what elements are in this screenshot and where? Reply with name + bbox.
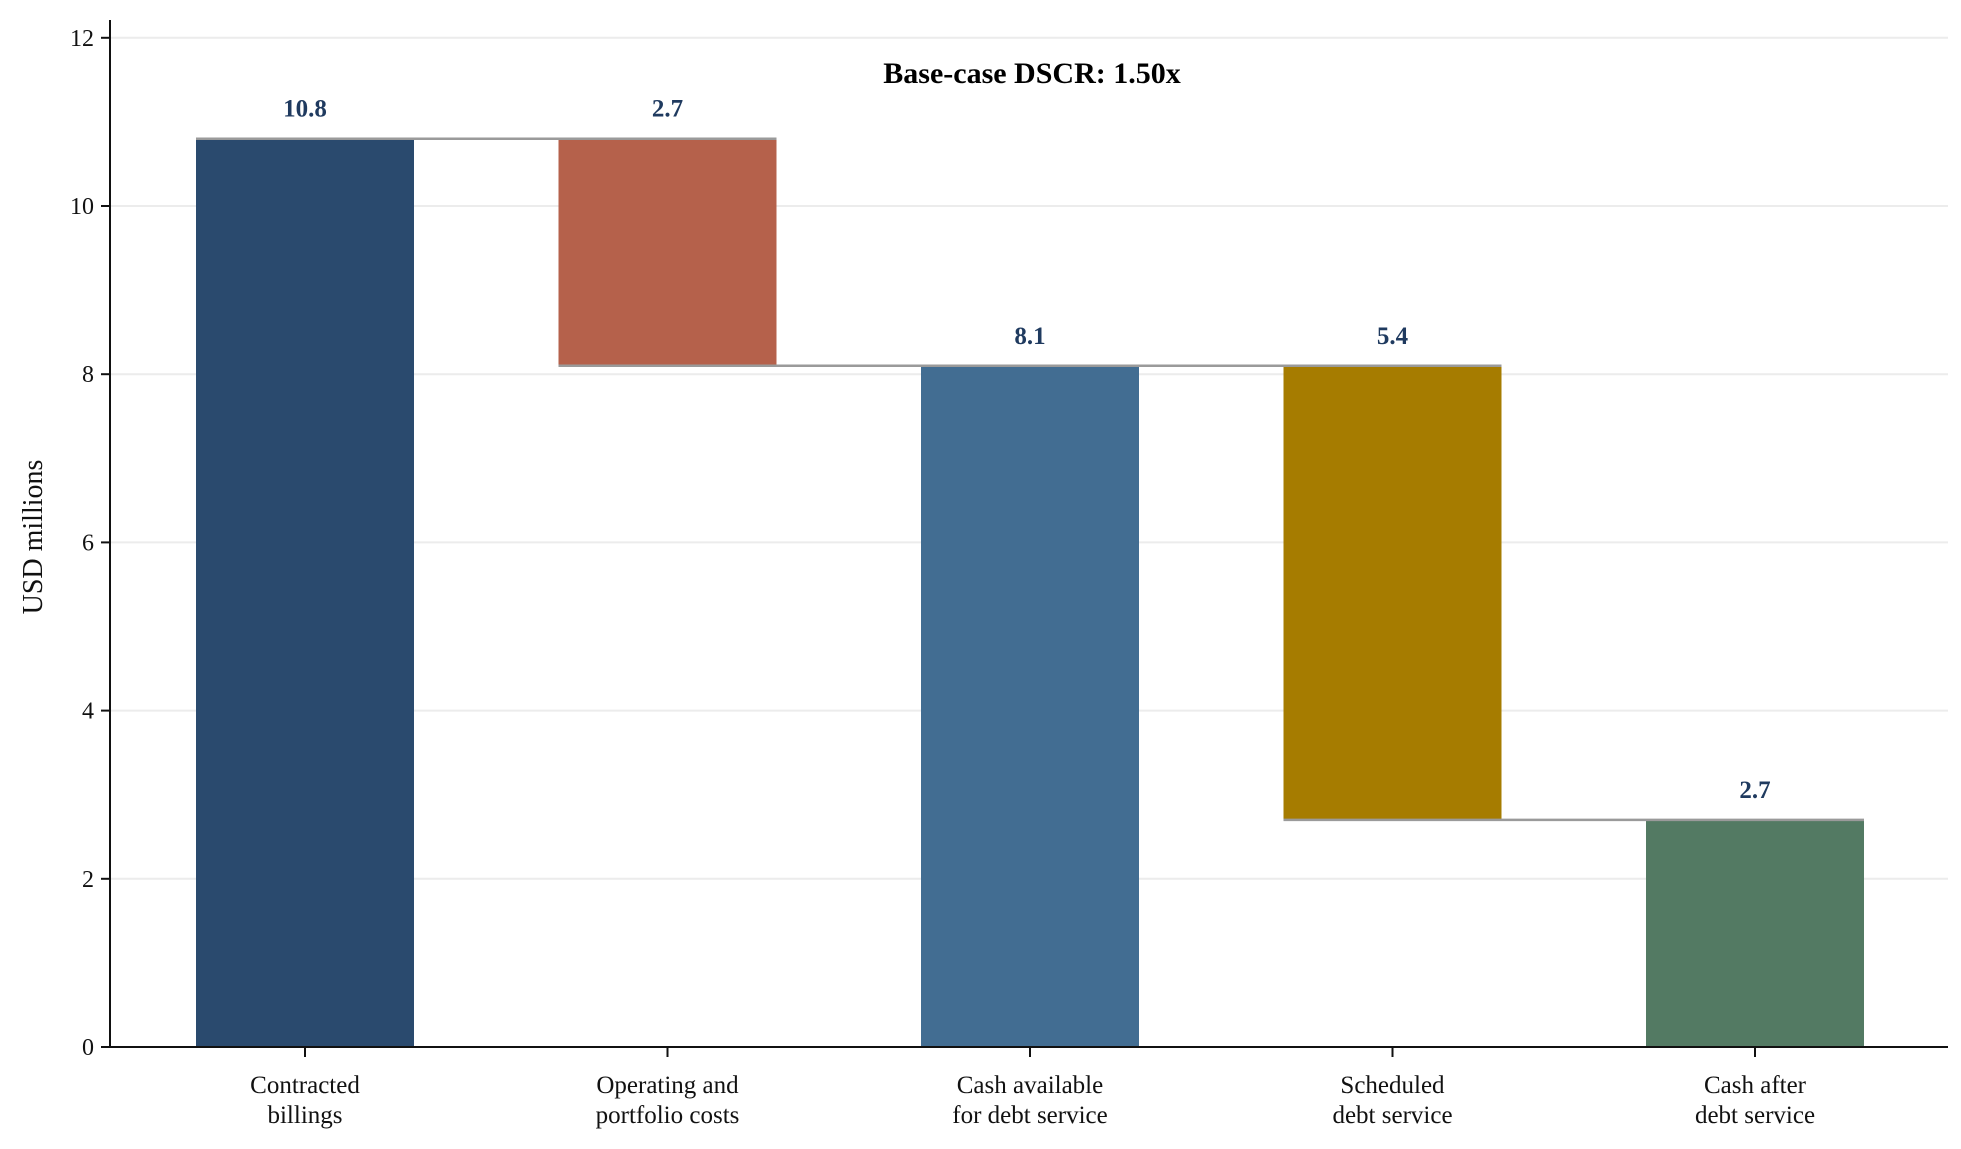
x-tick-label: Scheduled debt service bbox=[1332, 1072, 1452, 1129]
x-tick-label-line: Cash after bbox=[1704, 1072, 1807, 1099]
connector-lines bbox=[196, 137, 1864, 822]
y-tick-label: 4 bbox=[82, 699, 94, 725]
x-tick-label: Cash available for debt service bbox=[952, 1072, 1107, 1129]
data-label-3: 8.1 bbox=[1014, 323, 1045, 350]
x-tick-label-line: Operating and bbox=[596, 1072, 739, 1099]
data-label-2: 2.7 bbox=[652, 96, 683, 123]
x-tick-label: Operating and portfolio costs bbox=[596, 1072, 740, 1129]
x-tick-label-line: for debt service bbox=[952, 1102, 1107, 1129]
axes: 0 2 4 6 8 10 12 Contracted billings Operating and… bbox=[70, 20, 1948, 1129]
data-labels: 10.8 2.7 8.1 5.4 2.7 bbox=[283, 96, 1771, 804]
x-tick-label: Cash after debt service bbox=[1695, 1072, 1815, 1129]
x-tick-label-line: Contracted bbox=[250, 1072, 360, 1099]
y-tick-label: 0 bbox=[82, 1035, 94, 1061]
y-tick-label: 12 bbox=[70, 26, 94, 52]
y-tick-label: 6 bbox=[82, 530, 94, 556]
data-label-1: 10.8 bbox=[283, 96, 327, 123]
bar-4 bbox=[1283, 365, 1502, 820]
bar-3 bbox=[921, 365, 1139, 1047]
x-tick-label-line: Cash available bbox=[957, 1072, 1103, 1099]
y-tick-label: 10 bbox=[70, 194, 94, 220]
x-tick-label-line: portfolio costs bbox=[596, 1102, 740, 1129]
x-tick-label-line: debt service bbox=[1332, 1102, 1452, 1129]
dscr-annotation: Base-case DSCR: 1.50x bbox=[883, 57, 1180, 90]
bars bbox=[196, 138, 1864, 1048]
y-tick-label: 2 bbox=[82, 867, 94, 893]
y-tick-label: 8 bbox=[82, 362, 94, 388]
x-tick-label: Contracted billings bbox=[250, 1072, 360, 1129]
data-label-5: 2.7 bbox=[1739, 777, 1770, 804]
bar-2 bbox=[558, 138, 777, 366]
bar-1 bbox=[196, 138, 414, 1048]
y-axis-label: USD millions bbox=[18, 460, 49, 615]
x-tick-label-line: debt service bbox=[1695, 1102, 1815, 1129]
data-label-4: 5.4 bbox=[1377, 323, 1409, 350]
x-tick-label-line: Scheduled bbox=[1340, 1072, 1445, 1099]
x-tick-label-line: billings bbox=[267, 1102, 342, 1129]
bar-5 bbox=[1646, 819, 1864, 1047]
